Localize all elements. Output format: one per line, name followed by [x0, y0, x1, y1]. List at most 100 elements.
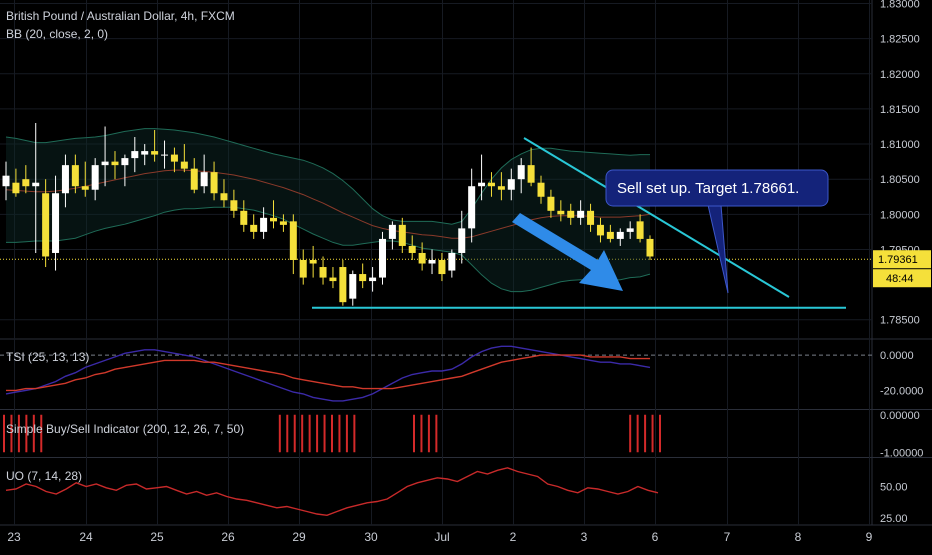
countdown-tag — [873, 269, 931, 288]
candle-body — [230, 200, 238, 211]
candle-body — [170, 154, 178, 162]
candle-body — [210, 172, 218, 194]
candle-body — [279, 221, 287, 225]
candle-body — [596, 224, 604, 236]
candle-body — [329, 277, 337, 282]
candle-body — [646, 238, 654, 257]
candle-body — [22, 179, 30, 187]
tsi-tick-label: 0.0000 — [880, 350, 914, 362]
candle-body — [468, 186, 476, 229]
arrow-down-icon[interactable] — [512, 213, 623, 291]
signal-indicator-label: Simple Buy/Sell Indicator (200, 12, 26, … — [6, 422, 244, 436]
bb-band-fill — [6, 128, 650, 292]
candle-body — [299, 260, 307, 278]
uo-pane — [5, 467, 659, 517]
candle-body — [131, 151, 139, 159]
candle-body — [200, 172, 208, 187]
candle-body — [458, 228, 466, 253]
candle-body — [141, 151, 149, 155]
candle-body — [487, 182, 495, 187]
candle-body — [577, 210, 585, 218]
drawings: Sell set up. Target 1.78661. — [312, 137, 846, 309]
callout-box[interactable] — [605, 169, 829, 207]
candle-body — [587, 210, 595, 225]
candle-body — [497, 186, 505, 190]
candle-body — [151, 151, 159, 155]
candle-body — [418, 252, 426, 264]
price-tick-label: 1.82000 — [880, 69, 920, 81]
last-price-value: 1.79361 — [878, 254, 918, 266]
candle-body — [398, 224, 406, 246]
tsi-line — [5, 345, 651, 402]
x-tick-label: 8 — [795, 530, 802, 544]
candle-body — [250, 224, 258, 232]
price-axis: 1.83000 1.82500 1.82000 1.81500 1.81000 1.805… — [873, 0, 931, 525]
descending-trendline[interactable] — [523, 137, 790, 298]
candle-body — [369, 277, 377, 282]
signal-tick-label: 0.00000 — [880, 410, 920, 422]
x-tick-label: 25 — [150, 530, 164, 544]
candle-body — [289, 221, 297, 260]
candle-body — [319, 267, 327, 278]
candle-body — [61, 165, 69, 194]
x-tick-label: 24 — [79, 530, 93, 544]
price-tick-label: 1.80000 — [880, 209, 920, 221]
signal-pane — [3, 414, 661, 453]
candle-body — [517, 165, 525, 180]
candle-body — [557, 210, 565, 215]
candle-body — [448, 252, 456, 271]
uo-tick-label: 25.00 — [880, 513, 908, 525]
candle-body — [537, 182, 545, 197]
candle-body — [71, 165, 79, 187]
bb-lower-line — [6, 206, 651, 293]
x-tick-label: 7 — [724, 530, 731, 544]
candle-body — [408, 245, 416, 253]
candle-body — [101, 161, 109, 166]
countdown-value: 48:44 — [886, 273, 914, 285]
x-tick-label: 6 — [652, 530, 659, 544]
signal-tick-label: -1.00000 — [880, 447, 923, 459]
candle-body — [359, 274, 367, 282]
bollinger-bands — [5, 128, 651, 293]
candle-body — [567, 210, 575, 218]
candle-body — [161, 154, 169, 156]
tsi-tick-label: -20.0000 — [880, 385, 923, 397]
candle-body — [507, 179, 515, 190]
candle-body — [626, 228, 634, 232]
x-tick-label: 30 — [364, 530, 378, 544]
tsi-pane — [0, 345, 872, 402]
candle-body — [91, 165, 99, 190]
price-tick-label: 1.80500 — [880, 174, 920, 186]
price-tick-label: 1.83000 — [880, 0, 920, 11]
last-price-tag — [873, 250, 931, 269]
candle-body — [378, 238, 386, 278]
candle-body — [260, 217, 268, 232]
candle-body — [42, 193, 50, 257]
candle-body — [339, 267, 347, 303]
callout-text: Sell set up. Target 1.78661. — [617, 180, 799, 197]
candle-body — [438, 260, 446, 275]
candle-body — [349, 274, 357, 299]
candle-body — [81, 186, 89, 190]
candle-body — [111, 161, 119, 166]
candle-body — [12, 182, 20, 194]
pane-labels: British Pound / Australian Dollar, 4h, F… — [6, 9, 244, 483]
price-tick-label: 1.82500 — [880, 34, 920, 46]
uo-line — [5, 467, 659, 517]
candle-body — [240, 210, 248, 225]
chart-title: British Pound / Australian Dollar, 4h, F… — [6, 9, 235, 23]
tsi-signal-line — [6, 354, 650, 392]
candle-body — [180, 161, 188, 169]
candle-body — [121, 158, 129, 166]
candle-body — [547, 196, 555, 211]
candle-body — [606, 231, 614, 239]
candle-body — [2, 175, 10, 187]
candle-body — [636, 221, 644, 239]
x-tick-label: 2 — [510, 530, 517, 544]
candle-body — [52, 193, 60, 253]
x-tick-label: 3 — [581, 530, 588, 544]
tsi-label: TSI (25, 13, 13) — [6, 350, 89, 364]
